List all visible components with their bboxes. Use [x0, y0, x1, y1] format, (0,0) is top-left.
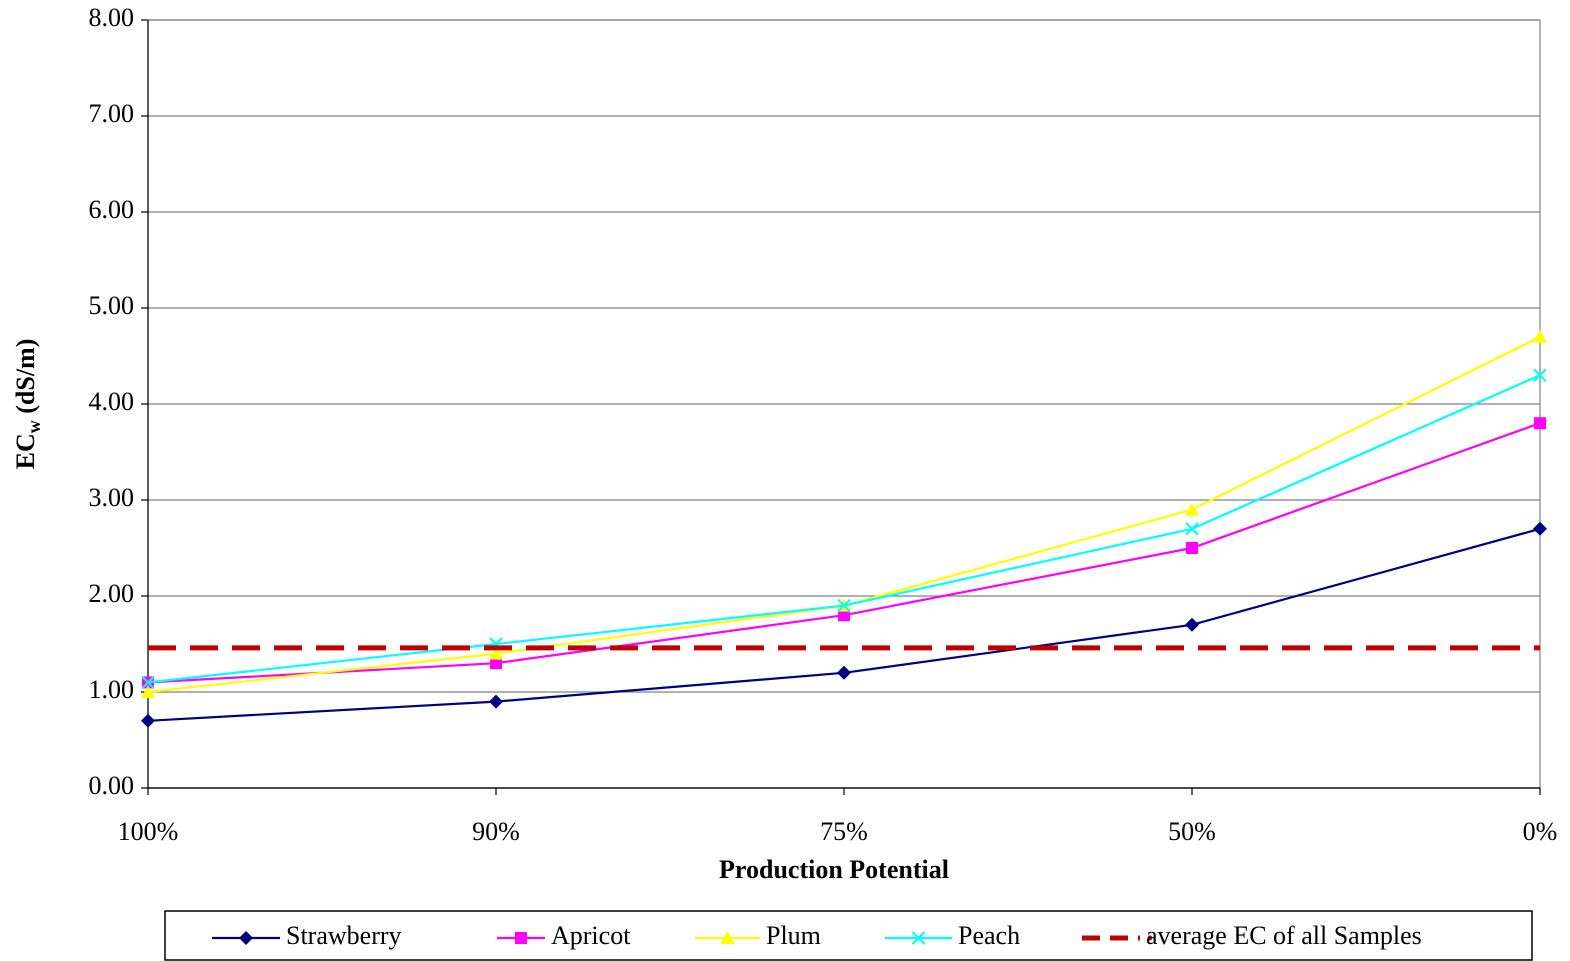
- x-tick-label: 0%: [1523, 817, 1558, 846]
- marker: [1533, 329, 1547, 343]
- series-line: [147, 374, 1541, 684]
- marker: [141, 713, 155, 728]
- marker: [141, 675, 155, 690]
- marker: [489, 646, 503, 660]
- marker: [911, 931, 926, 945]
- marker: [515, 932, 527, 944]
- legend-label: Plum: [766, 921, 821, 950]
- marker: [1185, 502, 1199, 516]
- y-tick-label: 2.00: [89, 579, 135, 608]
- marker: [837, 598, 851, 613]
- y-tick-label: 6.00: [89, 195, 135, 224]
- marker: [1185, 617, 1199, 632]
- marker: [1185, 522, 1199, 536]
- legend-label: Peach: [958, 921, 1020, 950]
- y-axis-label: ECw (dS/m): [11, 339, 44, 470]
- marker: [1186, 542, 1198, 554]
- y-tick-label: 7.00: [89, 99, 135, 128]
- legend-dot: [1147, 935, 1153, 941]
- marker: [489, 694, 503, 709]
- marker: [837, 665, 851, 680]
- y-axis-label-main: EC: [11, 433, 40, 469]
- marker: [720, 931, 735, 944]
- y-tick-label: 4.00: [89, 387, 135, 416]
- marker: [1533, 368, 1547, 382]
- y-tick-label: 5.00: [89, 291, 135, 320]
- y-tick-label: 8.00: [89, 3, 135, 32]
- y-tick-label: 3.00: [89, 483, 135, 512]
- y-axis-label-sub: w: [24, 420, 44, 433]
- x-tick-label: 50%: [1168, 817, 1216, 846]
- legend-box: [164, 910, 1533, 961]
- y-axis-label-unit: (dS/m): [11, 339, 40, 421]
- y-tick-label: 0.00: [89, 771, 135, 800]
- x-tick-label: 100%: [118, 817, 179, 846]
- legend-label: Strawberry: [286, 921, 402, 950]
- x-tick-label: 90%: [472, 817, 520, 846]
- series-line: [147, 422, 1541, 684]
- marker: [1534, 417, 1546, 430]
- legend-label: average EC of all Samples: [1146, 921, 1422, 950]
- x-tick-label: 75%: [820, 817, 868, 846]
- marker: [490, 657, 502, 670]
- marker: [1533, 521, 1547, 536]
- marker: [141, 685, 155, 698]
- legend-label: Apricot: [551, 921, 631, 950]
- series-line: [147, 335, 1541, 694]
- marker: [239, 931, 253, 945]
- marker: [838, 609, 850, 622]
- x-axis-label: Production Potential: [719, 855, 949, 884]
- y-tick-label: 1.00: [89, 675, 135, 704]
